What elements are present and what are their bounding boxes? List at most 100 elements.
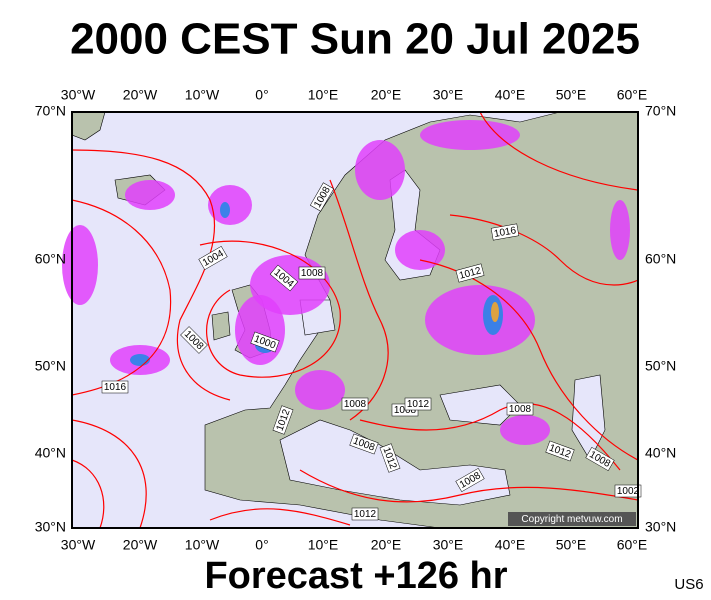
isobar-label-box [180, 326, 208, 354]
lat-label-right: 30°N [645, 519, 676, 535]
isobar-label-box [614, 484, 642, 498]
lon-label-bottom: 10°E [308, 537, 339, 553]
precipitation [208, 185, 252, 225]
lon-label-bottom: 0° [255, 537, 268, 553]
isobar-label-box [455, 263, 485, 283]
isobar-label: 1008 [298, 266, 326, 280]
lat-label-right: 70°N [645, 103, 676, 119]
isobar-label: 1002 [614, 484, 642, 498]
lat-label-right: 40°N [645, 445, 676, 461]
lon-label-top: 10°W [185, 87, 220, 103]
isobar-label-text: 1012 [354, 509, 377, 520]
land [211, 311, 231, 341]
title: 2000 CEST Sun 20 Jul 2025 [70, 15, 640, 64]
precipitation [125, 180, 175, 210]
isobar-label-text: 1008 [301, 268, 324, 279]
isobar [329, 179, 389, 421]
isobar [71, 419, 147, 529]
isobar-label-box [269, 264, 299, 292]
precipitation [355, 140, 405, 200]
isobar-label-box [250, 331, 280, 353]
isobar-label-text: 1008 [344, 399, 367, 410]
precipitation [235, 295, 285, 365]
isobar-label-box [506, 402, 534, 416]
precipitation [500, 415, 550, 445]
isobar-label-box [298, 266, 326, 280]
model-code: US6 [674, 576, 703, 593]
lon-label-bottom: 40°E [495, 537, 526, 553]
lon-label-bottom: 20°E [371, 537, 402, 553]
isobar-label-box [455, 467, 485, 493]
precipitation [395, 230, 445, 270]
isobar [199, 240, 341, 378]
isobar-label: 1012 [351, 507, 379, 521]
lon-label-top: 30°E [433, 87, 464, 103]
lon-label-bottom: 20°W [123, 537, 158, 553]
isobar-label-text: 1008 [509, 404, 532, 415]
isobar-label-box [341, 397, 369, 411]
forecast-label: Forecast +126 hr [204, 555, 507, 597]
isobar-label-text: 1016 [104, 382, 127, 393]
isobar-label: 1008 [341, 397, 369, 411]
precipitation [62, 225, 98, 305]
isobar-label: 1016 [490, 223, 520, 241]
isobar-label-box [585, 446, 615, 472]
lon-label-top: 10°E [308, 87, 339, 103]
isobar [71, 459, 105, 529]
precipitation [220, 202, 230, 218]
isobar [209, 508, 351, 526]
precipitation [295, 370, 345, 410]
lat-label-right: 50°N [645, 358, 676, 374]
isobar-label: 1016 [101, 380, 129, 394]
isobar-label-box [101, 380, 129, 394]
isobar-label: 1008 [506, 402, 534, 416]
isobar-label-box [198, 245, 228, 271]
precipitation [130, 354, 150, 366]
lat-label-left: 60°N [35, 251, 66, 267]
lon-label-bottom: 60°E [617, 537, 648, 553]
lon-label-top: 0° [255, 87, 268, 103]
precipitation [420, 120, 520, 150]
lat-label-left: 40°N [35, 445, 66, 461]
isobar [479, 111, 639, 191]
isobar-label: 1012 [404, 397, 432, 411]
lat-label-left: 70°N [35, 103, 66, 119]
lat-label-right: 60°N [645, 251, 676, 267]
lon-label-top: 50°E [556, 87, 587, 103]
isobar-label-box [272, 405, 294, 435]
isobar [299, 469, 639, 503]
lat-label-left: 50°N [35, 358, 66, 374]
isobar-label-box [309, 182, 335, 212]
lon-label-bottom: 30°W [61, 537, 96, 553]
isobar [359, 403, 621, 471]
copyright: Copyright metvuw.com [521, 514, 622, 525]
lon-label-top: 30°W [61, 87, 96, 103]
lon-label-top: 60°E [617, 87, 648, 103]
isobar-label-text: 1002 [617, 486, 640, 497]
isobar-label-text: 1008 [394, 405, 417, 416]
isobar-label-box [404, 397, 432, 411]
copyright-box [508, 512, 636, 526]
lon-label-top: 40°E [495, 87, 526, 103]
lon-label-bottom: 30°E [433, 537, 464, 553]
isobar-label-text: 1012 [407, 399, 430, 410]
lat-label-left: 30°N [35, 519, 66, 535]
frame [71, 111, 639, 529]
lon-label-bottom: 10°W [185, 537, 220, 553]
precipitation [425, 285, 535, 355]
lon-label-top: 20°W [123, 87, 158, 103]
isobar [71, 149, 231, 401]
precipitation [491, 302, 499, 322]
lon-label-bottom: 50°E [556, 537, 587, 553]
isobar-label-box [351, 507, 379, 521]
isobar [71, 199, 172, 396]
isobar-label-box [490, 223, 520, 241]
precipitation [610, 200, 630, 260]
isobar-label-box [349, 433, 379, 455]
isobar [449, 214, 639, 286]
isobar-label-box [379, 443, 401, 473]
isobar-label-box [545, 440, 575, 462]
lon-label-top: 20°E [371, 87, 402, 103]
